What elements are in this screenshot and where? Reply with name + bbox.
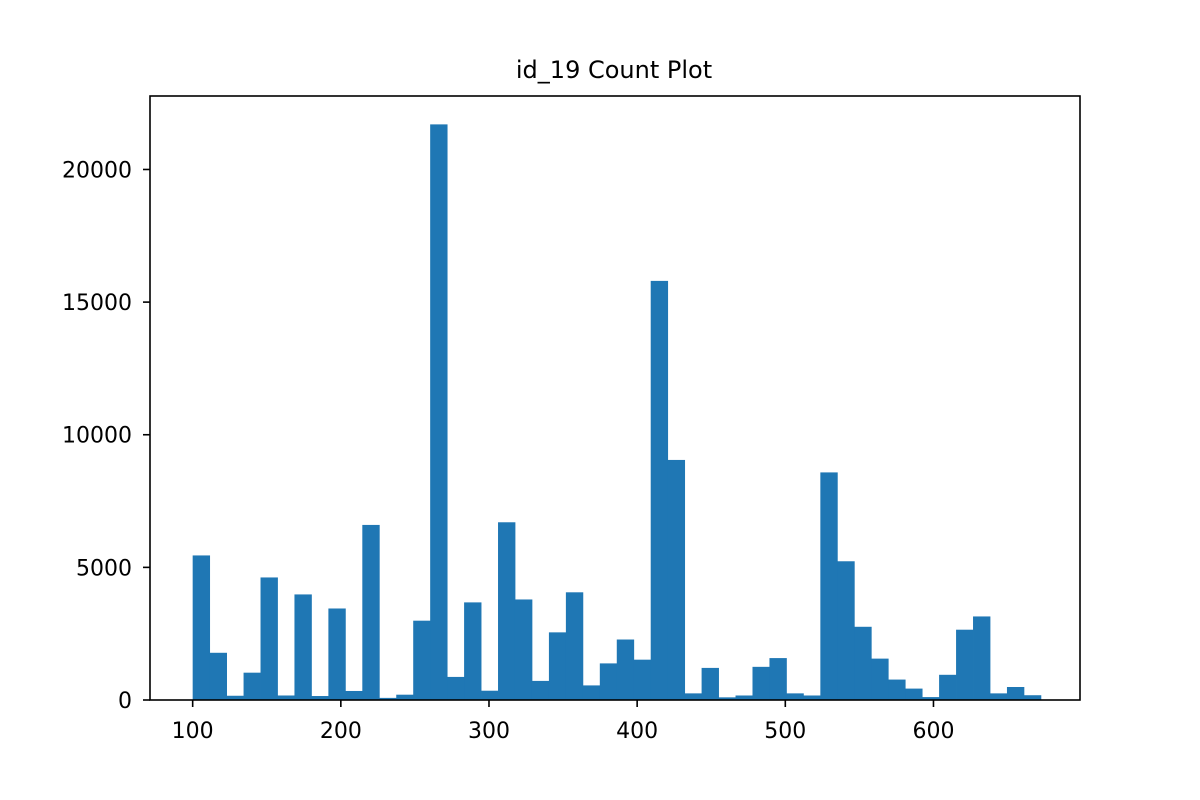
y-tick-label: 0 — [118, 689, 132, 714]
histogram-bar — [701, 667, 719, 700]
histogram-bar — [209, 652, 227, 700]
histogram-bar — [820, 472, 838, 700]
histogram-bar — [633, 659, 652, 700]
histogram-bar — [514, 599, 533, 700]
histogram-bar — [650, 280, 669, 700]
x-tick-label: 300 — [468, 719, 510, 744]
histogram-bar — [803, 695, 821, 700]
x-tick-label: 500 — [764, 719, 806, 744]
histogram-bar — [1006, 687, 1025, 700]
histogram-bar — [226, 695, 244, 700]
histogram-bar — [260, 577, 278, 700]
histogram-bar — [379, 697, 397, 700]
histogram-bar — [464, 602, 482, 700]
histogram-bar — [277, 695, 295, 700]
histogram-bar — [616, 639, 635, 700]
histogram-bar — [396, 694, 414, 700]
x-tick-label: 600 — [912, 719, 954, 744]
x-tick-label: 100 — [172, 719, 214, 744]
histogram-bar — [565, 592, 584, 700]
y-tick-label: 10000 — [62, 424, 132, 449]
histogram-bar — [769, 658, 787, 700]
histogram-bar — [752, 666, 770, 700]
histogram-bar — [243, 672, 261, 700]
histogram-bar — [328, 608, 346, 700]
histogram-bar — [854, 626, 872, 700]
histogram-bar — [447, 676, 465, 700]
histogram-bar — [837, 561, 855, 700]
histogram-bar — [345, 690, 363, 700]
histogram-bar — [599, 663, 618, 700]
histogram-bar — [973, 616, 991, 700]
y-tick-label: 5000 — [76, 556, 132, 581]
histogram-bar — [362, 524, 380, 700]
y-tick-label: 20000 — [62, 158, 132, 183]
histogram-bar — [192, 555, 211, 700]
x-tick-label: 200 — [320, 719, 362, 744]
histogram-bar — [718, 697, 736, 700]
histogram-bar — [989, 693, 1008, 700]
histogram-bar — [582, 685, 601, 700]
histogram-bar — [922, 697, 940, 700]
histogram-bar — [481, 690, 499, 700]
histogram-bar — [684, 693, 702, 700]
histogram-bar — [1023, 695, 1042, 700]
chart-title: id_19 Count Plot — [516, 56, 712, 84]
histogram-bar — [294, 594, 312, 700]
histogram-bar — [430, 124, 448, 701]
bars-group — [192, 124, 1042, 701]
histogram-bar — [871, 658, 889, 700]
histogram-bar — [888, 679, 906, 700]
histogram-bar — [939, 674, 957, 700]
histogram-bar — [905, 688, 923, 700]
histogram-bar — [956, 629, 974, 700]
histogram-bar — [413, 620, 431, 700]
x-tick-label: 400 — [616, 719, 658, 744]
histogram-bar — [786, 693, 804, 700]
y-axis: 0 5000 10000 15000 20000 — [62, 158, 150, 714]
y-tick-label: 15000 — [62, 291, 132, 316]
histogram-bar — [548, 632, 567, 700]
histogram-bar — [735, 695, 753, 700]
histogram-bar — [667, 459, 686, 700]
x-axis: 100 200 300 400 500 600 — [172, 700, 954, 744]
histogram-bar — [531, 680, 550, 700]
histogram-bar — [498, 522, 516, 700]
plot-frame — [149, 95, 1081, 701]
histogram-bar — [311, 696, 329, 700]
